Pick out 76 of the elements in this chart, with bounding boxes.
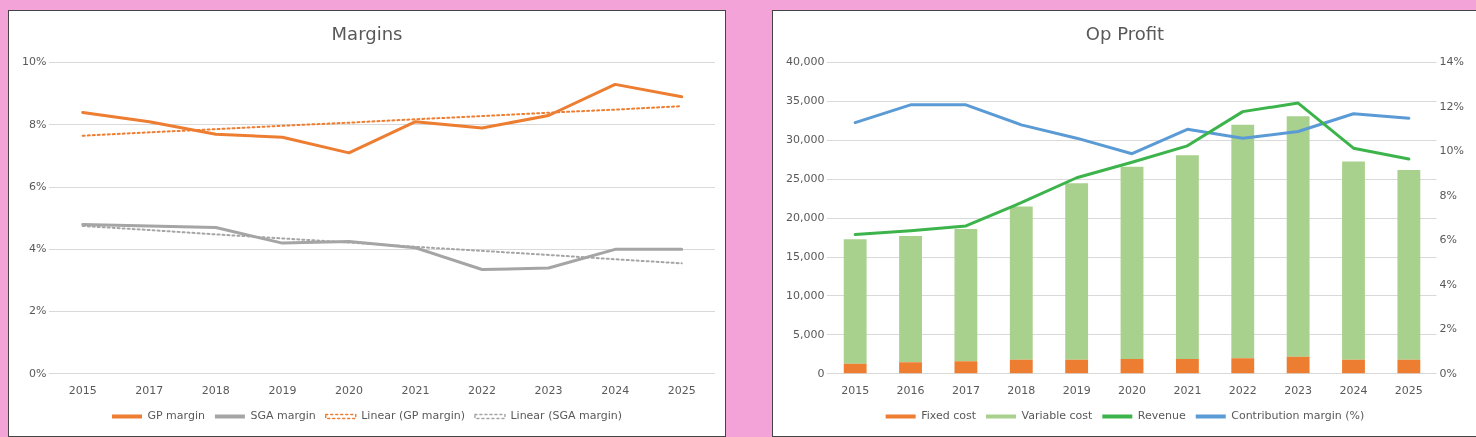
y-tick-label: 20,000 xyxy=(785,211,825,225)
chart-title: Op Profit xyxy=(1085,23,1165,45)
bar xyxy=(954,361,978,374)
bar xyxy=(1286,116,1310,357)
bar xyxy=(899,362,922,374)
y-tick-label: 25,000 xyxy=(785,172,825,186)
bar xyxy=(1397,359,1421,374)
x-tick-label: 2018 xyxy=(1007,384,1036,398)
y-tick-label: 5,000 xyxy=(792,327,825,341)
x-tick-label: 2023 xyxy=(534,384,563,398)
y-tick-label: 2% xyxy=(29,304,47,318)
x-tick-label: 2024 xyxy=(1339,384,1368,398)
x-tick-label: 2015 xyxy=(68,384,97,398)
x-tick-label: 2018 xyxy=(201,384,230,398)
bar xyxy=(1286,356,1310,374)
bar xyxy=(1231,358,1255,374)
x-tick-label: 2017 xyxy=(135,384,164,398)
legend-label: Linear (SGA margin) xyxy=(510,409,623,423)
x-tick-label: 2022 xyxy=(468,384,497,398)
y-tick-label: 4% xyxy=(29,242,47,256)
bar xyxy=(954,229,978,362)
chart-title: Margins xyxy=(331,23,403,45)
bar xyxy=(1009,206,1033,360)
bar xyxy=(1342,161,1365,360)
y-tick-label: 0% xyxy=(29,366,47,380)
legend-label: Variable cost xyxy=(1021,409,1094,423)
bar xyxy=(899,236,922,363)
y-tick-label: 15,000 xyxy=(785,249,825,263)
legend-label: Revenue xyxy=(1137,409,1186,423)
y-tick-label: 40,000 xyxy=(785,55,825,69)
bar xyxy=(1120,359,1144,374)
y-tick-label: 10,000 xyxy=(785,288,825,302)
legend-label: GP margin xyxy=(147,409,205,423)
legend-label: Contribution margin (%) xyxy=(1231,409,1365,423)
legend-label: Linear (GP margin) xyxy=(361,409,465,423)
x-tick-label: 2015 xyxy=(841,384,870,398)
y2-tick-label: 8% xyxy=(1439,188,1457,202)
bar xyxy=(1397,169,1421,360)
bar xyxy=(1342,359,1365,374)
x-tick-label: 2025 xyxy=(667,384,696,398)
x-tick-label: 2022 xyxy=(1228,384,1257,398)
bar xyxy=(1065,359,1089,374)
x-tick-label: 2020 xyxy=(334,384,363,398)
legend-label: Fixed cost xyxy=(921,409,977,423)
y-tick-label: 10% xyxy=(22,55,47,69)
y2-tick-label: 12% xyxy=(1439,99,1464,113)
x-tick-label: 2016 xyxy=(896,384,925,398)
y-tick-label: 35,000 xyxy=(785,94,825,108)
bar xyxy=(1120,166,1144,360)
y-tick-label: 30,000 xyxy=(785,133,825,147)
bar xyxy=(843,239,867,364)
x-tick-label: 2019 xyxy=(1062,384,1091,398)
x-tick-label: 2020 xyxy=(1118,384,1147,398)
legend-label: SGA margin xyxy=(250,409,316,423)
y-tick-label: 8% xyxy=(29,117,47,131)
bar xyxy=(1175,359,1199,374)
bar xyxy=(843,363,867,374)
bar xyxy=(1065,183,1089,360)
x-tick-label: 2025 xyxy=(1394,384,1423,398)
y-tick-label: 0 xyxy=(817,366,825,380)
y-tick-label: 6% xyxy=(29,179,47,193)
y2-tick-label: 10% xyxy=(1439,144,1464,158)
x-tick-label: 2019 xyxy=(268,384,297,398)
y2-tick-label: 4% xyxy=(1439,277,1457,291)
y2-tick-label: 14% xyxy=(1439,55,1464,69)
x-tick-label: 2024 xyxy=(601,384,630,398)
x-tick-label: 2021 xyxy=(1173,384,1202,398)
y2-tick-label: 2% xyxy=(1439,322,1457,336)
x-tick-label: 2021 xyxy=(401,384,430,398)
y2-tick-label: 0% xyxy=(1439,366,1457,380)
y2-tick-label: 6% xyxy=(1439,233,1457,247)
bar xyxy=(1231,124,1255,359)
bar xyxy=(1009,359,1033,374)
x-tick-label: 2017 xyxy=(951,384,980,398)
bar xyxy=(1175,155,1199,360)
x-tick-label: 2023 xyxy=(1284,384,1313,398)
